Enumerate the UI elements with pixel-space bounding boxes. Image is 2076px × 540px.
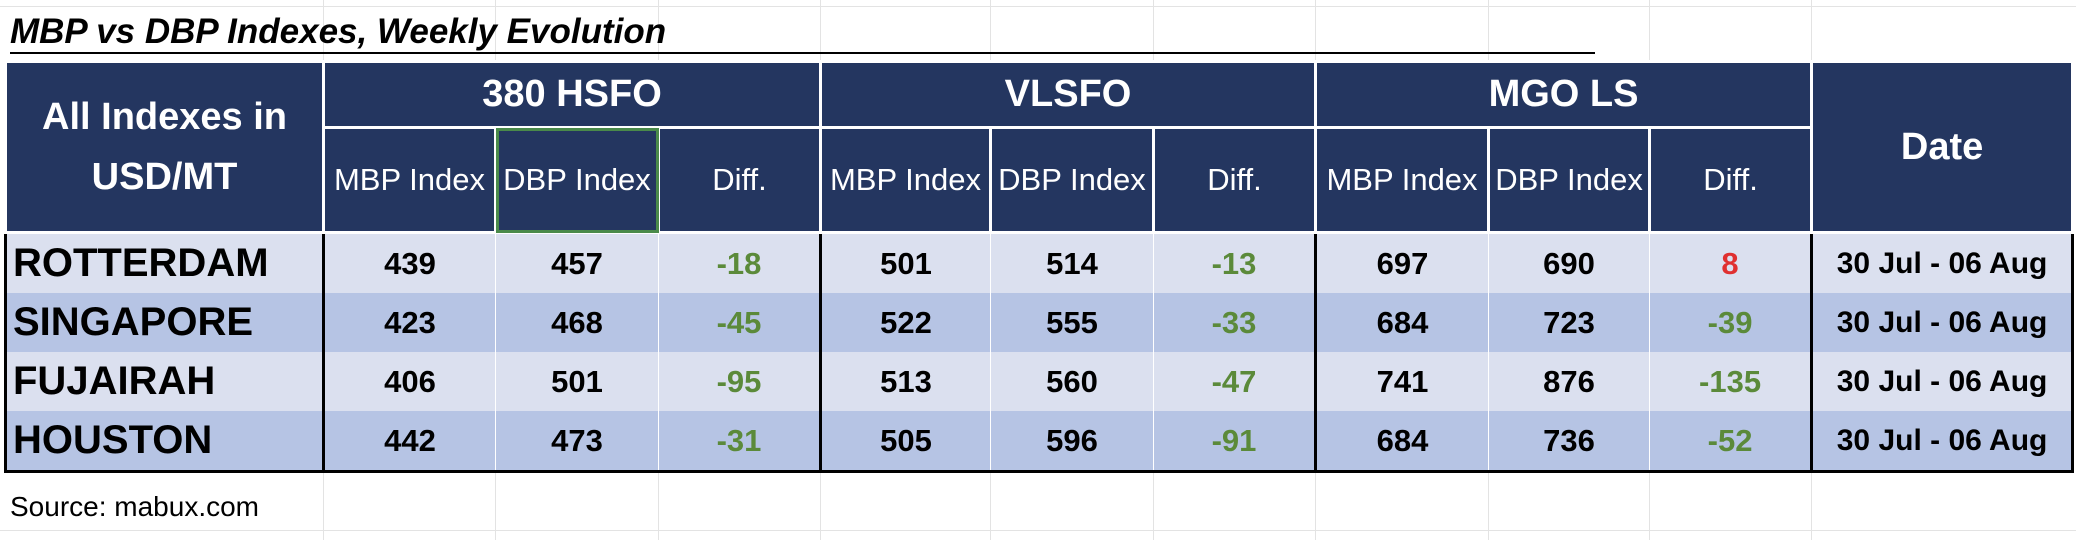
port-cell[interactable]: ROTTERDAM: [5, 231, 324, 293]
diff-cell[interactable]: -33: [1152, 293, 1317, 352]
group-header-mgo-ls[interactable]: MGO LS: [1314, 60, 1814, 129]
diff-cell[interactable]: -52: [1649, 411, 1813, 472]
mbp-index-header[interactable]: MBP Index: [322, 126, 497, 234]
mbp-index-header[interactable]: MBP Index: [819, 126, 992, 234]
mbp-cell[interactable]: 505: [819, 411, 991, 472]
mbp-cell[interactable]: 741: [1314, 352, 1490, 411]
mbp-cell[interactable]: 513: [819, 352, 991, 411]
bunker-index-table: All Indexes in USD/MT 380 HSFO VLSFO MGO…: [4, 60, 2075, 473]
date-cell[interactable]: 30 Jul - 06 Aug: [1810, 352, 2074, 411]
diff-cell[interactable]: -91: [1152, 411, 1317, 472]
units-header[interactable]: All Indexes in USD/MT: [4, 60, 325, 234]
title-underline: [10, 52, 1595, 54]
diff-cell[interactable]: -39: [1649, 293, 1813, 352]
dbp-cell[interactable]: 876: [1488, 352, 1651, 411]
date-cell[interactable]: 30 Jul - 06 Aug: [1810, 293, 2074, 352]
dbp-index-header[interactable]: DBP Index: [1487, 126, 1652, 234]
diff-cell[interactable]: -95: [658, 352, 821, 411]
gridline: [0, 6, 2076, 7]
dbp-cell[interactable]: 468: [495, 293, 659, 352]
port-cell[interactable]: SINGAPORE: [5, 293, 324, 352]
diff-cell[interactable]: -45: [658, 293, 821, 352]
diff-header[interactable]: Diff.: [1151, 126, 1318, 234]
dbp-cell[interactable]: 560: [990, 352, 1154, 411]
group-header-380-hsfo[interactable]: 380 HSFO: [322, 60, 822, 129]
mbp-index-header[interactable]: MBP Index: [1314, 126, 1491, 234]
gridline: [0, 530, 2076, 531]
diff-cell[interactable]: -135: [1649, 352, 1813, 411]
mbp-cell[interactable]: 684: [1314, 293, 1490, 352]
date-cell[interactable]: 30 Jul - 06 Aug: [1810, 231, 2074, 293]
mbp-cell[interactable]: 684: [1314, 411, 1490, 472]
mbp-cell[interactable]: 423: [322, 293, 496, 352]
dbp-cell[interactable]: 473: [495, 411, 659, 472]
diff-cell[interactable]: -47: [1152, 352, 1317, 411]
dbp-cell[interactable]: 514: [990, 231, 1154, 293]
diff-header[interactable]: Diff.: [657, 126, 822, 234]
mbp-cell[interactable]: 406: [322, 352, 496, 411]
table-row: HOUSTON 442 473 -31 505 596 -91 684 736 …: [5, 411, 2074, 472]
dbp-cell[interactable]: 723: [1488, 293, 1651, 352]
mbp-cell[interactable]: 439: [322, 231, 496, 293]
dbp-cell[interactable]: 736: [1488, 411, 1651, 472]
dbp-cell[interactable]: 596: [990, 411, 1154, 472]
dbp-index-header[interactable]: DBP Index: [989, 126, 1155, 234]
table-row: SINGAPORE 423 468 -45 522 555 -33 684 72…: [5, 293, 2074, 352]
port-cell[interactable]: HOUSTON: [5, 411, 324, 472]
mbp-cell[interactable]: 522: [819, 293, 991, 352]
diff-header[interactable]: Diff.: [1648, 126, 1814, 234]
mbp-cell[interactable]: 501: [819, 231, 991, 293]
diff-cell[interactable]: 8: [1649, 231, 1813, 293]
dbp-cell[interactable]: 501: [495, 352, 659, 411]
mbp-cell[interactable]: 442: [322, 411, 496, 472]
diff-cell[interactable]: -13: [1152, 231, 1317, 293]
table-row: FUJAIRAH 406 501 -95 513 560 -47 741 876…: [5, 352, 2074, 411]
page-title: MBP vs DBP Indexes, Weekly Evolution: [10, 12, 667, 51]
diff-cell[interactable]: -18: [658, 231, 821, 293]
source-note: Source: mabux.com: [10, 491, 259, 522]
date-header[interactable]: Date: [1810, 60, 2075, 234]
dbp-cell[interactable]: 457: [495, 231, 659, 293]
table-row: ROTTERDAM 439 457 -18 501 514 -13 697 69…: [5, 231, 2074, 293]
date-cell[interactable]: 30 Jul - 06 Aug: [1810, 411, 2074, 472]
group-header-vlsfo[interactable]: VLSFO: [818, 60, 1318, 129]
port-cell[interactable]: FUJAIRAH: [5, 352, 324, 411]
mbp-cell[interactable]: 697: [1314, 231, 1490, 293]
dbp-cell[interactable]: 555: [990, 293, 1154, 352]
dbp-cell[interactable]: 690: [1488, 231, 1651, 293]
dbp-index-header[interactable]: DBP Index: [494, 126, 660, 234]
diff-cell[interactable]: -31: [658, 411, 821, 472]
